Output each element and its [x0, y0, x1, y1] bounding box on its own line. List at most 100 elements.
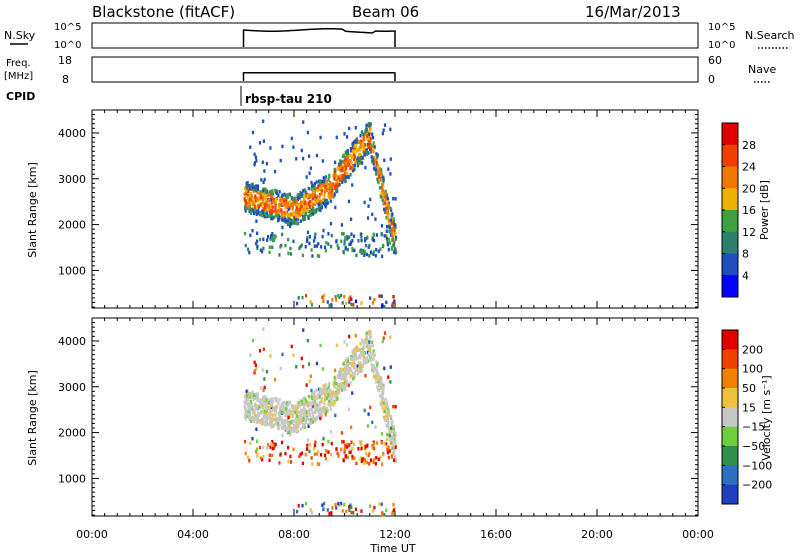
power-cell [282, 210, 286, 215]
power-cell [318, 186, 321, 191]
velocity-cell [243, 405, 246, 409]
velocity-cell [330, 390, 333, 394]
power-cell [387, 247, 390, 252]
freq-right-bottom: 0 [708, 73, 715, 86]
power-cell [381, 182, 384, 187]
colorbar-swatch [722, 388, 738, 408]
power-cell [321, 234, 324, 239]
velocity-cell [258, 445, 262, 450]
velocity-cell [355, 461, 358, 466]
power-cell [248, 250, 251, 255]
power-cell [337, 293, 340, 298]
power-cell [263, 169, 266, 173]
power-cell [251, 186, 254, 190]
velocity-cell [304, 398, 307, 402]
velocity-cell [318, 410, 321, 415]
power-cell [373, 145, 376, 149]
velocity-cell [324, 456, 328, 461]
power-cell [364, 129, 367, 133]
power-cell [271, 205, 274, 209]
power-cell [315, 244, 318, 248]
power-cell [375, 248, 378, 252]
power-cell [270, 212, 273, 217]
velocity-cell [273, 423, 276, 428]
colorbar-tick-label: 12 [742, 226, 756, 239]
power-cell [252, 211, 256, 216]
velocity-cell [355, 357, 358, 361]
velocity-cell [273, 444, 276, 448]
velocity-cell [282, 407, 286, 411]
power-cell [256, 244, 259, 249]
velocity-cell [302, 422, 305, 427]
velocity-cell [317, 450, 320, 454]
velocity-cell [335, 382, 338, 386]
power-cell [392, 250, 396, 254]
velocity-cell [313, 392, 316, 396]
power-cell [385, 215, 388, 220]
velocity-cell [392, 458, 396, 462]
power-cell [295, 213, 298, 218]
velocity-cell [315, 402, 318, 407]
power-cell [298, 246, 301, 251]
velocity-cell [393, 437, 396, 441]
velocity-cell [266, 442, 270, 447]
power-cell [319, 179, 322, 183]
y-tick-label: 3000 [58, 173, 86, 186]
velocity-cell [381, 396, 385, 401]
velocity-cell [312, 396, 315, 401]
velocity-cell [347, 370, 351, 374]
velocity-cell [251, 390, 254, 394]
power-cell [351, 166, 354, 170]
power-cell [368, 136, 371, 141]
power-cell [326, 201, 329, 205]
velocity-cell [348, 361, 351, 365]
velocity-cell [253, 395, 256, 400]
velocity-cell [315, 395, 318, 399]
power-cell [281, 232, 284, 237]
colorbar-tick-label: 15 [742, 401, 756, 414]
velocity-cell [359, 341, 362, 346]
velocity-cell [351, 350, 354, 354]
velocity-cell [359, 457, 362, 462]
freq-right-top: 60 [708, 54, 722, 67]
freq-tick-bottom: 8 [62, 73, 69, 86]
velocity-cell [341, 374, 344, 379]
power-cell [367, 204, 370, 208]
velocity-cell [268, 453, 271, 458]
velocity-cell [379, 455, 382, 459]
velocity-cell [389, 380, 392, 384]
velocity-cell [294, 427, 298, 432]
velocity-cell [335, 343, 338, 348]
power-cell [278, 217, 281, 221]
velocity-cell [263, 397, 266, 401]
power-cell [259, 203, 262, 207]
velocity-cell [375, 456, 378, 460]
power-cell [344, 161, 347, 166]
power-cell [305, 202, 308, 206]
velocity-cell [380, 378, 383, 382]
velocity-cell [371, 343, 375, 348]
velocity-cell [314, 402, 317, 407]
beam-title: Beam 06 [352, 3, 419, 21]
power-cell [366, 138, 370, 142]
velocity-cell [351, 374, 354, 378]
velocity-cell [299, 452, 302, 457]
y-tick-label: 4000 [58, 127, 86, 140]
velocity-cell [321, 503, 324, 507]
power-cell [262, 188, 265, 193]
velocity-cell [306, 412, 309, 416]
velocity-cell [310, 388, 313, 393]
freq-tick-top: 18 [58, 54, 72, 67]
power-cell [335, 239, 338, 243]
velocity-cell [350, 363, 354, 368]
y-tick-label: 2000 [58, 427, 86, 440]
velocity-cell [362, 340, 365, 345]
power-cell [335, 298, 338, 302]
velocity-cell [389, 414, 392, 419]
cpid-label: CPID [6, 90, 35, 103]
power-cell [393, 229, 396, 233]
power-cell [299, 190, 302, 195]
power-cell [335, 187, 338, 191]
power-cell [330, 182, 333, 186]
velocity-cell [393, 449, 396, 453]
